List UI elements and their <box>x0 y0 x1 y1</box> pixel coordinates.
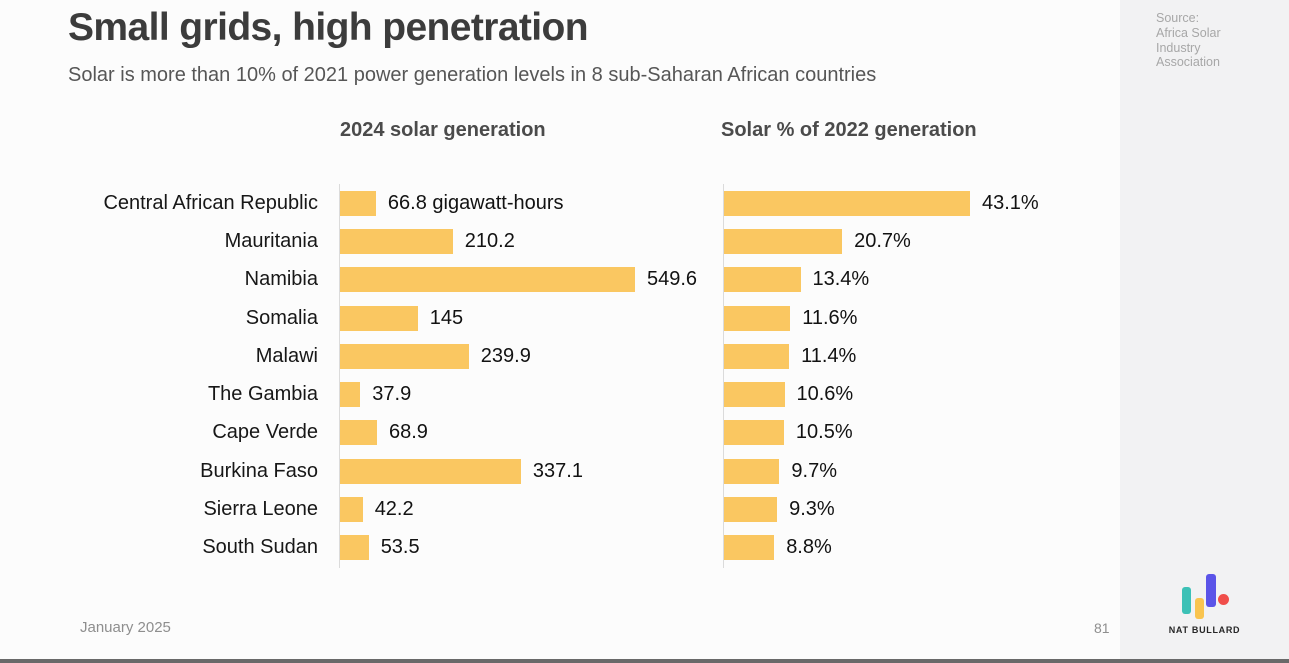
category-label: Central African Republic <box>103 191 318 214</box>
bar-value-label: 9.3% <box>789 498 835 521</box>
bar <box>724 535 775 561</box>
bar-row: 10.6% <box>724 375 1083 413</box>
source-note: Source: Africa Solar Industry Associatio… <box>1156 11 1221 70</box>
category-label: Cape Verde <box>212 421 318 444</box>
category-label: Namibia <box>244 268 318 291</box>
bar <box>340 535 369 561</box>
bar-value-label: 145 <box>429 306 464 329</box>
bar <box>724 267 801 293</box>
bar-row: 68.9 <box>340 414 721 452</box>
bar-row: 9.3% <box>724 490 1083 528</box>
logo-teal-bar <box>1181 587 1191 614</box>
bar-row: 8.8% <box>724 529 1083 567</box>
bar-value-label: 9.7% <box>791 459 837 482</box>
bar-value-label: 337.1 <box>532 459 583 482</box>
category-labels-column: Central African Republic Mauritania Namibi… <box>0 184 318 568</box>
bar <box>724 497 778 523</box>
slide-main: Small grids, high penetration Solar is m… <box>0 6 1110 636</box>
bar-row: 337.1 <box>340 452 721 490</box>
category-label: Burkina Faso <box>200 459 318 482</box>
bar-row: 43.1% <box>724 184 1083 222</box>
bar <box>724 382 785 408</box>
bar-value-label: 549.6 <box>647 268 698 291</box>
slide-date: January 2025 <box>80 619 171 636</box>
logo-yellow-bar <box>1194 598 1204 619</box>
bar-value-label: 210.2 <box>464 229 515 252</box>
bar-row: 53.5 <box>340 529 721 567</box>
chart-solar-share: 43.1% 20.7% 13.4% 11.6% 11.4% 10.6% 10.5% 9.7% 9… <box>723 184 1083 568</box>
bar <box>724 228 843 254</box>
column-header-solar-share: Solar % of 2022 generation <box>721 119 977 141</box>
category-label: The Gambia <box>207 383 318 406</box>
bar-value-label: 11.6% <box>802 306 858 329</box>
page-number: 81 <box>1094 620 1110 636</box>
bar-value-label: 10.6% <box>796 383 854 406</box>
bar-row: 9.7% <box>724 452 1083 490</box>
bar-chart-logo-icon <box>1180 573 1230 619</box>
bar <box>724 305 791 331</box>
bar-row: 145 <box>340 299 721 337</box>
bar-value-label: 13.4% <box>812 268 870 291</box>
bar <box>724 420 784 446</box>
bar-row: 37.9 <box>340 375 721 413</box>
bar-row: 11.6% <box>724 299 1083 337</box>
column-header-solar-generation: 2024 solar generation <box>340 119 546 141</box>
category-label: Malawi <box>255 344 318 367</box>
page-title: Small grids, high penetration <box>68 6 589 49</box>
nat-bullard-logo: NAT BULLARD <box>1120 573 1289 635</box>
logo-red-dot <box>1217 594 1229 605</box>
bar <box>340 305 418 331</box>
bar <box>340 420 377 446</box>
bar-value-label: 20.7% <box>854 229 911 252</box>
bar-value-label: 43.1% <box>982 191 1039 214</box>
chart-solar-generation: 66.8 gigawatt-hours 210.2 549.6 145 239.9 37.… <box>339 184 721 568</box>
bar <box>340 267 635 293</box>
category-label: Mauritania <box>224 229 318 252</box>
bar-value-label: 53.5 <box>380 536 420 559</box>
bar-value-label: 239.9 <box>480 344 531 367</box>
bar <box>340 343 469 369</box>
bar-row: 10.5% <box>724 414 1083 452</box>
bar-row: 20.7% <box>724 222 1083 260</box>
bar <box>340 382 361 408</box>
bar <box>724 343 790 369</box>
bar-value-label: 37.9 <box>372 383 412 406</box>
category-label: Somalia <box>245 306 318 329</box>
source-sidebar: Source: Africa Solar Industry Associatio… <box>1120 0 1289 659</box>
bar-value-label: 66.8 gigawatt-hours <box>387 191 564 214</box>
bar-value-label: 42.2 <box>374 498 414 521</box>
bar-value-label: 10.5% <box>795 421 853 444</box>
bar <box>340 190 376 216</box>
logo-indigo-bar <box>1205 574 1216 607</box>
bar-row: 549.6 <box>340 261 721 299</box>
bar <box>340 497 363 523</box>
bar <box>340 228 453 254</box>
category-label: South Sudan <box>202 536 318 559</box>
bar-row: 66.8 gigawatt-hours <box>340 184 721 222</box>
bar <box>724 190 970 216</box>
bar <box>340 458 521 484</box>
bar-value-label: 8.8% <box>786 536 832 559</box>
bar-row: 13.4% <box>724 261 1083 299</box>
bar-row: 239.9 <box>340 337 721 375</box>
category-label: Sierra Leone <box>203 498 318 521</box>
bar <box>724 458 780 484</box>
bar-value-label: 11.4% <box>801 344 857 367</box>
bar-row: 42.2 <box>340 490 721 528</box>
bar-value-label: 68.9 <box>389 421 428 444</box>
brand-name: NAT BULLARD <box>1168 625 1241 635</box>
bottom-edge-bar <box>0 659 1289 663</box>
bar-row: 210.2 <box>340 222 721 260</box>
page-subtitle: Solar is more than 10% of 2021 power gen… <box>68 64 877 86</box>
bar-row: 11.4% <box>724 337 1083 375</box>
